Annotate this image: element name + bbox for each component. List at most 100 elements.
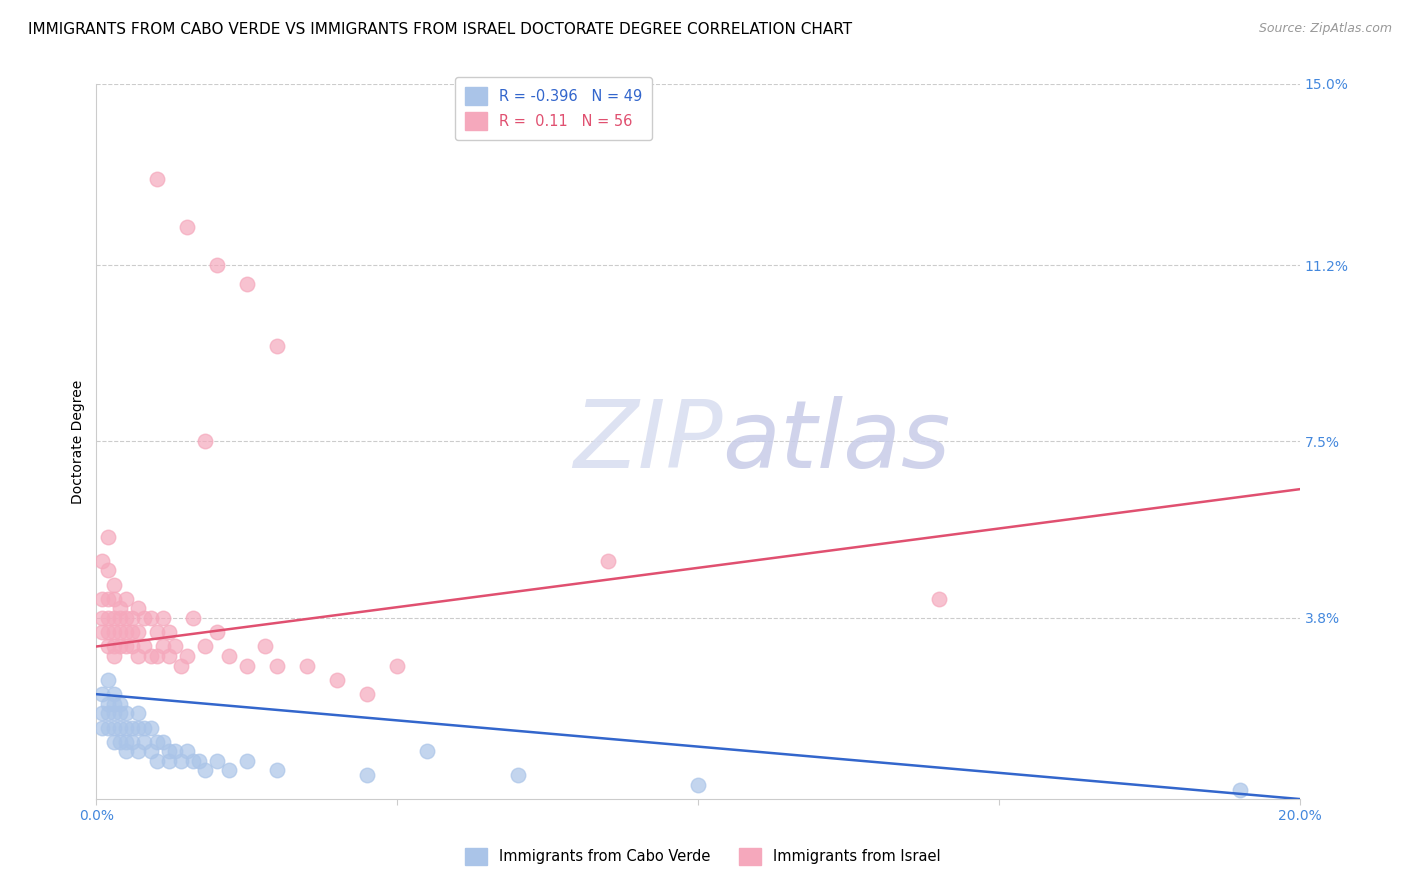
Point — [97, 721, 120, 735]
Point — [103, 735, 125, 749]
Point — [326, 673, 349, 687]
Point — [103, 697, 125, 711]
Point — [103, 640, 125, 654]
Point — [163, 640, 186, 654]
Point — [236, 754, 259, 768]
Point — [356, 768, 378, 782]
Point — [266, 339, 288, 353]
Point — [121, 735, 143, 749]
Point — [121, 640, 143, 654]
Point — [110, 706, 132, 721]
Point — [356, 687, 378, 701]
Point — [139, 611, 162, 625]
Point — [127, 706, 149, 721]
Point — [688, 778, 710, 792]
Point — [145, 172, 167, 186]
Point — [103, 721, 125, 735]
Point — [103, 625, 125, 640]
Point — [97, 591, 120, 606]
Point — [127, 601, 149, 615]
Point — [103, 591, 125, 606]
Point — [181, 611, 204, 625]
Point — [91, 706, 114, 721]
Point — [139, 648, 162, 663]
Point — [169, 754, 191, 768]
Point — [115, 706, 138, 721]
Point — [218, 648, 240, 663]
Point — [127, 625, 149, 640]
Point — [110, 721, 132, 735]
Point — [928, 591, 950, 606]
Point — [194, 764, 217, 778]
Point — [157, 625, 180, 640]
Point — [596, 554, 619, 568]
Point — [127, 744, 149, 758]
Point — [145, 754, 167, 768]
Point — [127, 648, 149, 663]
Point — [103, 648, 125, 663]
Point — [145, 648, 167, 663]
Point — [115, 625, 138, 640]
Point — [134, 611, 156, 625]
Point — [253, 640, 276, 654]
Point — [134, 640, 156, 654]
Text: atlas: atlas — [723, 396, 950, 487]
Point — [91, 721, 114, 735]
Point — [103, 611, 125, 625]
Point — [176, 744, 198, 758]
Legend: Immigrants from Cabo Verde, Immigrants from Israel: Immigrants from Cabo Verde, Immigrants f… — [460, 842, 946, 871]
Point — [91, 591, 114, 606]
Text: Source: ZipAtlas.com: Source: ZipAtlas.com — [1258, 22, 1392, 36]
Point — [110, 601, 132, 615]
Point — [110, 697, 132, 711]
Point — [266, 764, 288, 778]
Point — [1229, 782, 1251, 797]
Point — [97, 563, 120, 577]
Point — [187, 754, 209, 768]
Point — [194, 640, 217, 654]
Point — [115, 591, 138, 606]
Point — [205, 258, 228, 272]
Point — [134, 735, 156, 749]
Point — [103, 577, 125, 591]
Point — [295, 658, 318, 673]
Point — [110, 611, 132, 625]
Point — [205, 625, 228, 640]
Point — [97, 697, 120, 711]
Point — [236, 658, 259, 673]
Point — [91, 687, 114, 701]
Point — [152, 735, 174, 749]
Point — [91, 554, 114, 568]
Point — [121, 625, 143, 640]
Point — [139, 744, 162, 758]
Text: ZIP: ZIP — [572, 396, 723, 487]
Point — [115, 611, 138, 625]
Point — [115, 744, 138, 758]
Point — [181, 754, 204, 768]
Point — [236, 277, 259, 292]
Point — [152, 640, 174, 654]
Point — [416, 744, 439, 758]
Point — [157, 744, 180, 758]
Point — [103, 706, 125, 721]
Text: IMMIGRANTS FROM CABO VERDE VS IMMIGRANTS FROM ISRAEL DOCTORATE DEGREE CORRELATIO: IMMIGRANTS FROM CABO VERDE VS IMMIGRANTS… — [28, 22, 852, 37]
Point — [163, 744, 186, 758]
Point — [97, 640, 120, 654]
Point — [152, 611, 174, 625]
Point — [121, 611, 143, 625]
Point — [91, 625, 114, 640]
Point — [134, 721, 156, 735]
Point — [97, 530, 120, 544]
Point — [97, 673, 120, 687]
Point — [110, 625, 132, 640]
Point — [91, 611, 114, 625]
Point — [194, 434, 217, 449]
Point — [145, 735, 167, 749]
Point — [115, 721, 138, 735]
Point — [127, 721, 149, 735]
Point — [145, 625, 167, 640]
Point — [97, 611, 120, 625]
Point — [506, 768, 529, 782]
Point — [169, 658, 191, 673]
Legend: R = -0.396   N = 49, R =  0.11   N = 56: R = -0.396 N = 49, R = 0.11 N = 56 — [456, 77, 652, 140]
